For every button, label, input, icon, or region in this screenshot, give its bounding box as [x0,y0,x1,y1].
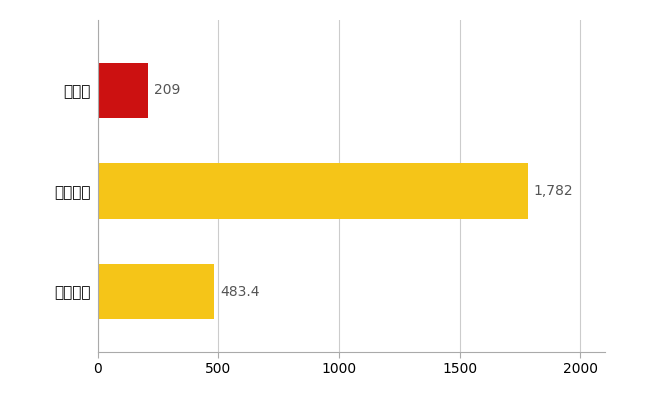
Text: 1,782: 1,782 [534,184,573,198]
Text: 209: 209 [154,84,180,98]
Bar [98,264,214,319]
Bar [98,163,528,219]
Bar [98,63,148,118]
Text: 483.4: 483.4 [220,285,260,299]
